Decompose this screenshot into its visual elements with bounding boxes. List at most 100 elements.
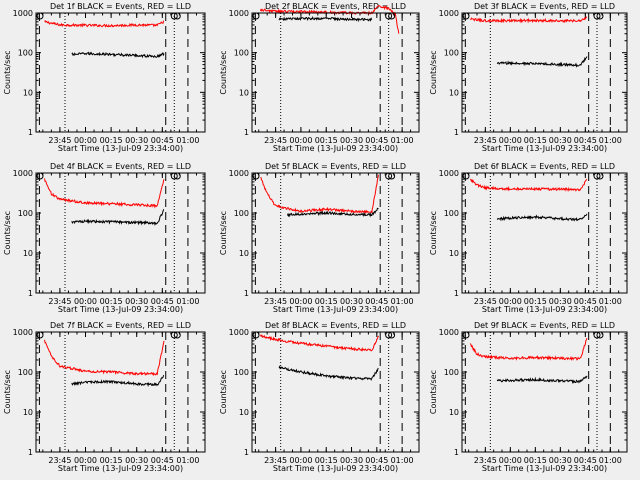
panel-det-8: Det 8f BLACK = Events, RED = LLD Counts/s… xyxy=(219,321,420,473)
x-tick-label: 00:30 xyxy=(549,136,572,145)
y-tick-label: 100 xyxy=(234,209,249,218)
y-tick-label: 1 xyxy=(28,289,33,298)
x-tick-label: 23:45 xyxy=(48,136,71,145)
panel-title: Det 7f BLACK = Events, RED = LLD xyxy=(50,321,191,330)
x-tick-label: 00:00 xyxy=(499,456,522,465)
plot-frame xyxy=(35,172,206,294)
x-tick-label: 00:15 xyxy=(315,297,338,306)
x-axis-label: Start Time (13-Jul-09 23:34:00) xyxy=(58,464,183,473)
y-tick-label: 10 xyxy=(239,88,249,97)
y-tick-label: 10 xyxy=(449,249,459,258)
y-tick-label: 100 xyxy=(18,49,33,58)
y-axis-label: Counts/sec xyxy=(219,50,228,94)
x-tick-label: 23:45 xyxy=(264,456,287,465)
lld-series-line xyxy=(44,178,165,209)
x-tick-label: 00:15 xyxy=(100,297,123,306)
lld-series-line xyxy=(469,178,588,192)
x-tick-label: 00:45 xyxy=(574,456,597,465)
y-axis-label: Counts/sec xyxy=(429,370,438,414)
lld-series-line xyxy=(260,174,379,214)
x-tick-label: 00:15 xyxy=(100,456,123,465)
x-axis-label: Start Time (13-Jul-09 23:34:00) xyxy=(273,464,398,473)
x-tick-label: 23:45 xyxy=(264,297,287,306)
x-tick-label: 01:00 xyxy=(599,456,622,465)
x-tick-label: 00:30 xyxy=(549,456,572,465)
plot-frame xyxy=(251,172,420,294)
y-tick-label: 1000 xyxy=(13,169,33,178)
plot-frame xyxy=(251,331,420,453)
plot-frame xyxy=(461,172,628,294)
x-tick-label: 00:45 xyxy=(574,297,597,306)
panel-det-4: Det 4f BLACK = Events, RED = LLD Counts/s… xyxy=(3,162,206,314)
y-tick-label: 1 xyxy=(28,128,33,137)
x-tick-label: 00:30 xyxy=(340,136,363,145)
x-axis-label: Start Time (13-Jul-09 23:34:00) xyxy=(482,144,607,153)
panel-title: Det 2f BLACK = Events, RED = LLD xyxy=(265,2,406,11)
y-tick-label: 100 xyxy=(234,49,249,58)
events-series-line xyxy=(71,209,164,226)
panel-title: Det 8f BLACK = Events, RED = LLD xyxy=(265,321,406,330)
x-tick-label: 01:00 xyxy=(176,297,199,306)
x-tick-label: 00:00 xyxy=(499,136,522,145)
x-tick-label: 00:15 xyxy=(315,456,338,465)
corner-marker xyxy=(462,12,470,20)
events-series-line xyxy=(71,375,165,388)
x-tick-label: 01:00 xyxy=(176,456,199,465)
x-tick-label: 00:15 xyxy=(100,136,123,145)
lld-series-line xyxy=(259,333,379,352)
y-tick-label: 1 xyxy=(454,128,459,137)
x-tick-label: 00:00 xyxy=(289,297,312,306)
y-tick-label: 1 xyxy=(454,289,459,298)
x-tick-label: 01:00 xyxy=(391,136,414,145)
y-axis-label: Counts/sec xyxy=(219,211,228,255)
y-tick-label: 1000 xyxy=(439,169,459,178)
x-tick-label: 00:00 xyxy=(74,297,97,306)
y-tick-label: 10 xyxy=(449,408,459,417)
x-tick-label: 00:30 xyxy=(340,297,363,306)
y-tick-label: 1000 xyxy=(229,9,249,18)
panel-det-3: Det 3f BLACK = Events, RED = LLD Counts/s… xyxy=(429,2,628,153)
x-tick-label: 00:00 xyxy=(289,456,312,465)
x-tick-label: 23:45 xyxy=(474,456,497,465)
y-axis-label: Counts/sec xyxy=(219,370,228,414)
events-series-line xyxy=(71,51,165,59)
plot-frame xyxy=(461,331,628,453)
x-axis-label: Start Time (13-Jul-09 23:34:00) xyxy=(58,305,183,314)
x-tick-label: 00:30 xyxy=(125,136,148,145)
events-series-line xyxy=(496,375,588,384)
plot-frame xyxy=(35,331,206,453)
corner-marker xyxy=(36,172,44,180)
lld-series-line xyxy=(469,338,588,361)
x-axis-label: Start Time (13-Jul-09 23:34:00) xyxy=(58,144,183,153)
events-series-line xyxy=(496,213,588,222)
x-tick-label: 00:30 xyxy=(340,456,363,465)
corner-marker xyxy=(36,12,44,20)
y-axis-label: Counts/sec xyxy=(3,211,12,255)
panel-title: Det 6f BLACK = Events, RED = LLD xyxy=(474,162,615,171)
x-tick-label: 01:00 xyxy=(176,136,199,145)
plot-frame xyxy=(35,12,206,133)
x-tick-label: 00:45 xyxy=(151,456,174,465)
y-tick-label: 100 xyxy=(234,368,249,377)
y-axis-label: Counts/sec xyxy=(3,50,12,94)
x-tick-label: 00:00 xyxy=(74,456,97,465)
x-tick-label: 00:15 xyxy=(524,136,547,145)
y-tick-label: 100 xyxy=(18,368,33,377)
panel-det-7: Det 7f BLACK = Events, RED = LLD Counts/s… xyxy=(3,321,206,473)
y-tick-label: 1000 xyxy=(229,328,249,337)
events-series-line xyxy=(278,365,379,381)
y-tick-label: 10 xyxy=(239,408,249,417)
x-tick-label: 00:45 xyxy=(365,297,388,306)
y-tick-label: 1 xyxy=(244,448,249,457)
events-series-line xyxy=(278,16,373,23)
x-tick-label: 00:45 xyxy=(151,136,174,145)
x-tick-label: 01:00 xyxy=(391,297,414,306)
x-tick-label: 01:00 xyxy=(599,136,622,145)
x-axis-label: Start Time (13-Jul-09 23:34:00) xyxy=(273,305,398,314)
y-tick-label: 100 xyxy=(444,209,459,218)
panel-det-9: Det 9f BLACK = Events, RED = LLD Counts/s… xyxy=(429,321,628,473)
x-tick-label: 00:00 xyxy=(499,297,522,306)
y-tick-label: 100 xyxy=(444,49,459,58)
panel-det-5: Det 5f BLACK = Events, RED = LLD Counts/s… xyxy=(219,162,420,314)
